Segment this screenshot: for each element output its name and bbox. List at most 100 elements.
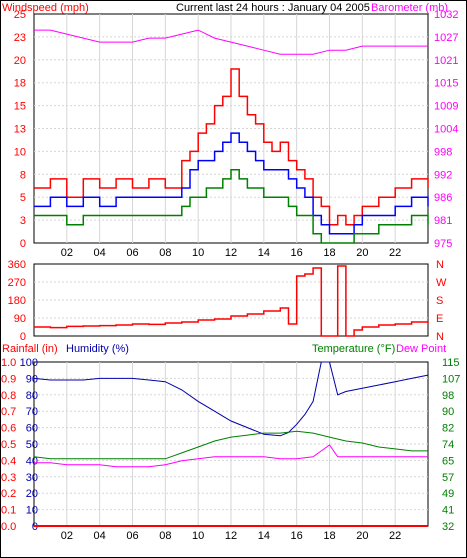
top-xtick-18: 18 xyxy=(323,247,335,259)
windspeed-tick-13: 13 xyxy=(14,124,26,136)
humidity-tick-70: 70 xyxy=(26,406,38,418)
barometer-axis-label: Barometer (mb) xyxy=(371,2,448,14)
top-xtick-08: 08 xyxy=(159,247,171,259)
bottom-xtick-22: 22 xyxy=(389,530,401,542)
bottom-xtick-10: 10 xyxy=(192,530,204,542)
windspeed-tick-3: 3 xyxy=(20,215,26,227)
barometer-tick-1015: 1015 xyxy=(434,78,458,90)
bottom-xtick-12: 12 xyxy=(225,530,237,542)
bottom-xtick-18: 18 xyxy=(323,530,335,542)
bottom-xtick-14: 14 xyxy=(258,530,270,542)
rainfall-tick-0.6: 0.6 xyxy=(1,423,16,435)
top-xtick-10: 10 xyxy=(192,247,204,259)
direction-compass-tick-W-3: W xyxy=(436,277,447,289)
humidity-tick-20: 20 xyxy=(26,488,38,500)
rainfall-tick-0.7: 0.7 xyxy=(1,406,16,418)
windspeed-tick-20: 20 xyxy=(14,55,26,67)
direction-deg-tick-360: 360 xyxy=(8,259,26,271)
top-xtick-02: 02 xyxy=(61,247,73,259)
rainfall-tick-1.0: 1.0 xyxy=(1,357,16,369)
top-xtick-12: 12 xyxy=(225,247,237,259)
temperature-tick-82: 82 xyxy=(442,423,454,435)
bottom-xtick-06: 06 xyxy=(126,530,138,542)
barometer-tick-975: 975 xyxy=(434,238,452,250)
direction-deg-tick-90: 90 xyxy=(14,313,26,325)
top-xtick-22: 22 xyxy=(389,247,401,259)
direction-compass-tick-N-4: N xyxy=(436,259,444,271)
humidity-tick-60: 60 xyxy=(26,423,38,435)
dewpoint-axis-label: Dew Point xyxy=(396,343,446,355)
windspeed-tick-0: 0 xyxy=(20,238,26,250)
windspeed-average-line xyxy=(34,132,429,235)
top-xtick-14: 14 xyxy=(258,247,270,259)
barometer-tick-998: 998 xyxy=(434,146,452,158)
windspeed-tick-15: 15 xyxy=(14,101,26,113)
chart-title: Current last 24 hours : January 04 2005 xyxy=(176,2,370,14)
temperature-tick-98: 98 xyxy=(442,390,454,402)
direction-compass-tick-S-2: S xyxy=(436,295,443,307)
humidity-tick-10: 10 xyxy=(26,505,38,517)
rainfall-tick-0.2: 0.2 xyxy=(1,488,16,500)
bottom-xtick-04: 04 xyxy=(94,530,106,542)
humidity-line xyxy=(33,361,429,437)
temperature-tick-90: 90 xyxy=(442,406,454,418)
temperature-tick-115: 115 xyxy=(442,357,460,369)
barometer-tick-1032: 1032 xyxy=(434,9,458,21)
barometer-tick-986: 986 xyxy=(434,192,452,204)
temperature-tick-57: 57 xyxy=(442,472,454,484)
top-xtick-06: 06 xyxy=(126,247,138,259)
rainfall-tick-0.0: 0.0 xyxy=(1,521,16,533)
rainfall-tick-0.3: 0.3 xyxy=(1,472,16,484)
top-xtick-16: 16 xyxy=(291,247,303,259)
temperature-tick-32: 32 xyxy=(442,521,454,533)
rainfall-axis-label: Rainfall (in) xyxy=(2,343,58,355)
rainfall-tick-0.5: 0.5 xyxy=(1,439,16,451)
windspeed-tick-8: 8 xyxy=(20,169,26,181)
humidity-tick-50: 50 xyxy=(26,439,38,451)
bottom-xtick-20: 20 xyxy=(356,530,368,542)
bottom-xtick-16: 16 xyxy=(291,530,303,542)
barometer-tick-992: 992 xyxy=(434,169,452,181)
barometer-tick-981: 981 xyxy=(434,215,452,227)
bottom-xtick-08: 08 xyxy=(159,530,171,542)
temperature-tick-49: 49 xyxy=(442,488,454,500)
rainfall-tick-0.4: 0.4 xyxy=(1,455,16,467)
barometer-line xyxy=(34,29,428,55)
windspeed-tick-18: 18 xyxy=(14,78,26,90)
windspeed-axis-label: Windspeed (mph) xyxy=(2,2,89,14)
barometer-tick-1021: 1021 xyxy=(434,55,458,67)
humidity-tick-40: 40 xyxy=(26,455,38,467)
rainfall-tick-0.8: 0.8 xyxy=(1,390,16,402)
windspeed-tick-5: 5 xyxy=(20,192,26,204)
temperature-f-line xyxy=(33,430,428,460)
panel-wind-barometer: 0358101315182023259759819869929981004100… xyxy=(14,9,459,259)
rainfall-tick-0.9: 0.9 xyxy=(1,373,16,385)
windspeed-gust-line xyxy=(34,68,429,226)
windspeed-tick-25: 25 xyxy=(14,9,26,21)
bottom-xtick-02: 02 xyxy=(61,530,73,542)
direction-compass-tick-N-0: N xyxy=(436,331,444,343)
wind-direction-line xyxy=(34,265,429,337)
windspeed-tick-23: 23 xyxy=(14,32,26,44)
humidity-tick-30: 30 xyxy=(26,472,38,484)
direction-deg-tick-270: 270 xyxy=(8,277,26,289)
rainfall-tick-0.1: 0.1 xyxy=(1,505,16,517)
temperature-tick-65: 65 xyxy=(442,455,454,467)
windspeed-low-line xyxy=(34,168,429,244)
direction-compass-tick-E-1: E xyxy=(436,313,443,325)
barometer-tick-1027: 1027 xyxy=(434,32,458,44)
temperature-tick-107: 107 xyxy=(442,373,460,385)
direction-deg-tick-0: 0 xyxy=(20,331,26,343)
top-xtick-20: 20 xyxy=(356,247,368,259)
temperature-axis-label: Temperature (°F) xyxy=(312,343,395,355)
humidity-tick-100: 100 xyxy=(20,357,38,369)
top-xtick-04: 04 xyxy=(94,247,106,259)
dew-point-line xyxy=(34,444,428,468)
windspeed-tick-10: 10 xyxy=(14,146,26,158)
humidity-tick-80: 80 xyxy=(26,390,38,402)
barometer-tick-1004: 1004 xyxy=(434,124,458,136)
barometer-tick-1009: 1009 xyxy=(434,101,458,113)
